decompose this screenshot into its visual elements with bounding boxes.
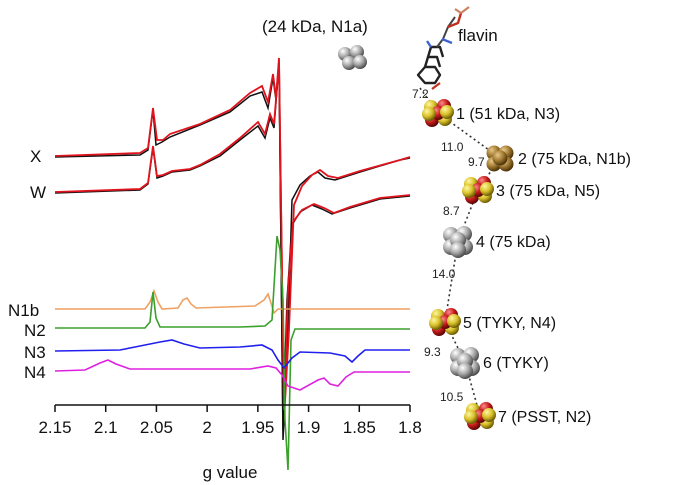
- cluster-1-label: 1 (51 kDa, N3): [456, 106, 560, 123]
- cluster-5-label: 5 (TYKY, N4): [463, 315, 556, 332]
- distance-label: 9.7: [468, 155, 485, 169]
- cluster-3-label: 3 (75 kDa, N5): [496, 183, 600, 200]
- cluster-2-label: 2 (75 kDa, N1b): [518, 151, 631, 168]
- x-tick-label: 1.95: [241, 418, 274, 437]
- distance-label: 11.0: [441, 140, 464, 154]
- cluster-4-icon: [443, 226, 473, 258]
- x-axis: 2.15 2.1 2.05 2 1.95 1.9 1.85 1.8 g value: [38, 404, 422, 482]
- distance-label: 9.3: [424, 345, 441, 359]
- x-axis-title: g value: [203, 463, 258, 482]
- cluster-7-label: 7 (PSST, N2): [498, 409, 591, 426]
- x-tick-label: 2.05: [140, 418, 173, 437]
- flavin-molecule-icon: [416, 6, 470, 90]
- trace-label-X: X: [30, 147, 41, 166]
- x-tick-label: 2.1: [94, 418, 118, 437]
- distance-label: 14.0: [432, 267, 456, 281]
- cluster-6-icon: [450, 347, 480, 379]
- trace-N4: [54, 359, 410, 391]
- trace-label-N4: N4: [24, 363, 46, 382]
- flavin-label: flavin: [458, 26, 498, 45]
- trace-W-simulation: [54, 61, 411, 411]
- trace-N2: [55, 235, 410, 471]
- n1a-label: (24 kDa, N1a): [262, 17, 368, 36]
- x-tick-label: 1.8: [398, 418, 422, 437]
- x-tick-label: 1.85: [343, 418, 376, 437]
- x-tick-label: 1.9: [297, 418, 321, 437]
- n1a-cluster-icon: [338, 45, 367, 70]
- trace-W: [54, 61, 411, 431]
- x-tick-label: 2: [202, 418, 211, 437]
- trace-X-experimental: [54, 59, 411, 441]
- trace-X: [54, 57, 411, 441]
- trace-label-N3: N3: [24, 343, 46, 362]
- cluster-7-icon: [464, 402, 496, 430]
- cluster-2-icon: [486, 145, 514, 172]
- x-ticks: 2.15 2.1 2.05 2 1.95 1.9 1.85 1.8: [38, 405, 422, 437]
- x-tick-label: 2.15: [38, 418, 71, 437]
- trace-X-simulation: [54, 57, 411, 421]
- distances: 7.2 11.0 9.7 8.7 14.0 9.3 10.5: [412, 87, 485, 404]
- trace-label-W: W: [30, 183, 46, 202]
- clusters: 1 (51 kDa, N3) 2 (75 kDa, N1b) 3 (75 kDa, …: [422, 99, 631, 430]
- cluster-5-icon: [429, 308, 461, 336]
- trace-N1b: [55, 288, 410, 315]
- trace-W-experimental: [54, 63, 411, 431]
- distance-label: 8.7: [443, 204, 460, 218]
- cluster-3-icon: [462, 176, 494, 204]
- cluster-6-label: 6 (TYKY): [483, 355, 549, 372]
- distance-label: 10.5: [440, 390, 464, 404]
- cluster-chain: flavin (24 kDa, N1a) 1 (51 kDa, N3) 2 (75…: [262, 6, 631, 430]
- trace-label-N2: N2: [24, 321, 46, 340]
- cluster-4-label: 4 (75 kDa): [476, 234, 551, 251]
- cluster-1-icon: [422, 99, 454, 127]
- trace-label-N1b: N1b: [8, 301, 39, 320]
- distance-label: 7.2: [412, 87, 429, 101]
- trace-N3: [54, 339, 410, 370]
